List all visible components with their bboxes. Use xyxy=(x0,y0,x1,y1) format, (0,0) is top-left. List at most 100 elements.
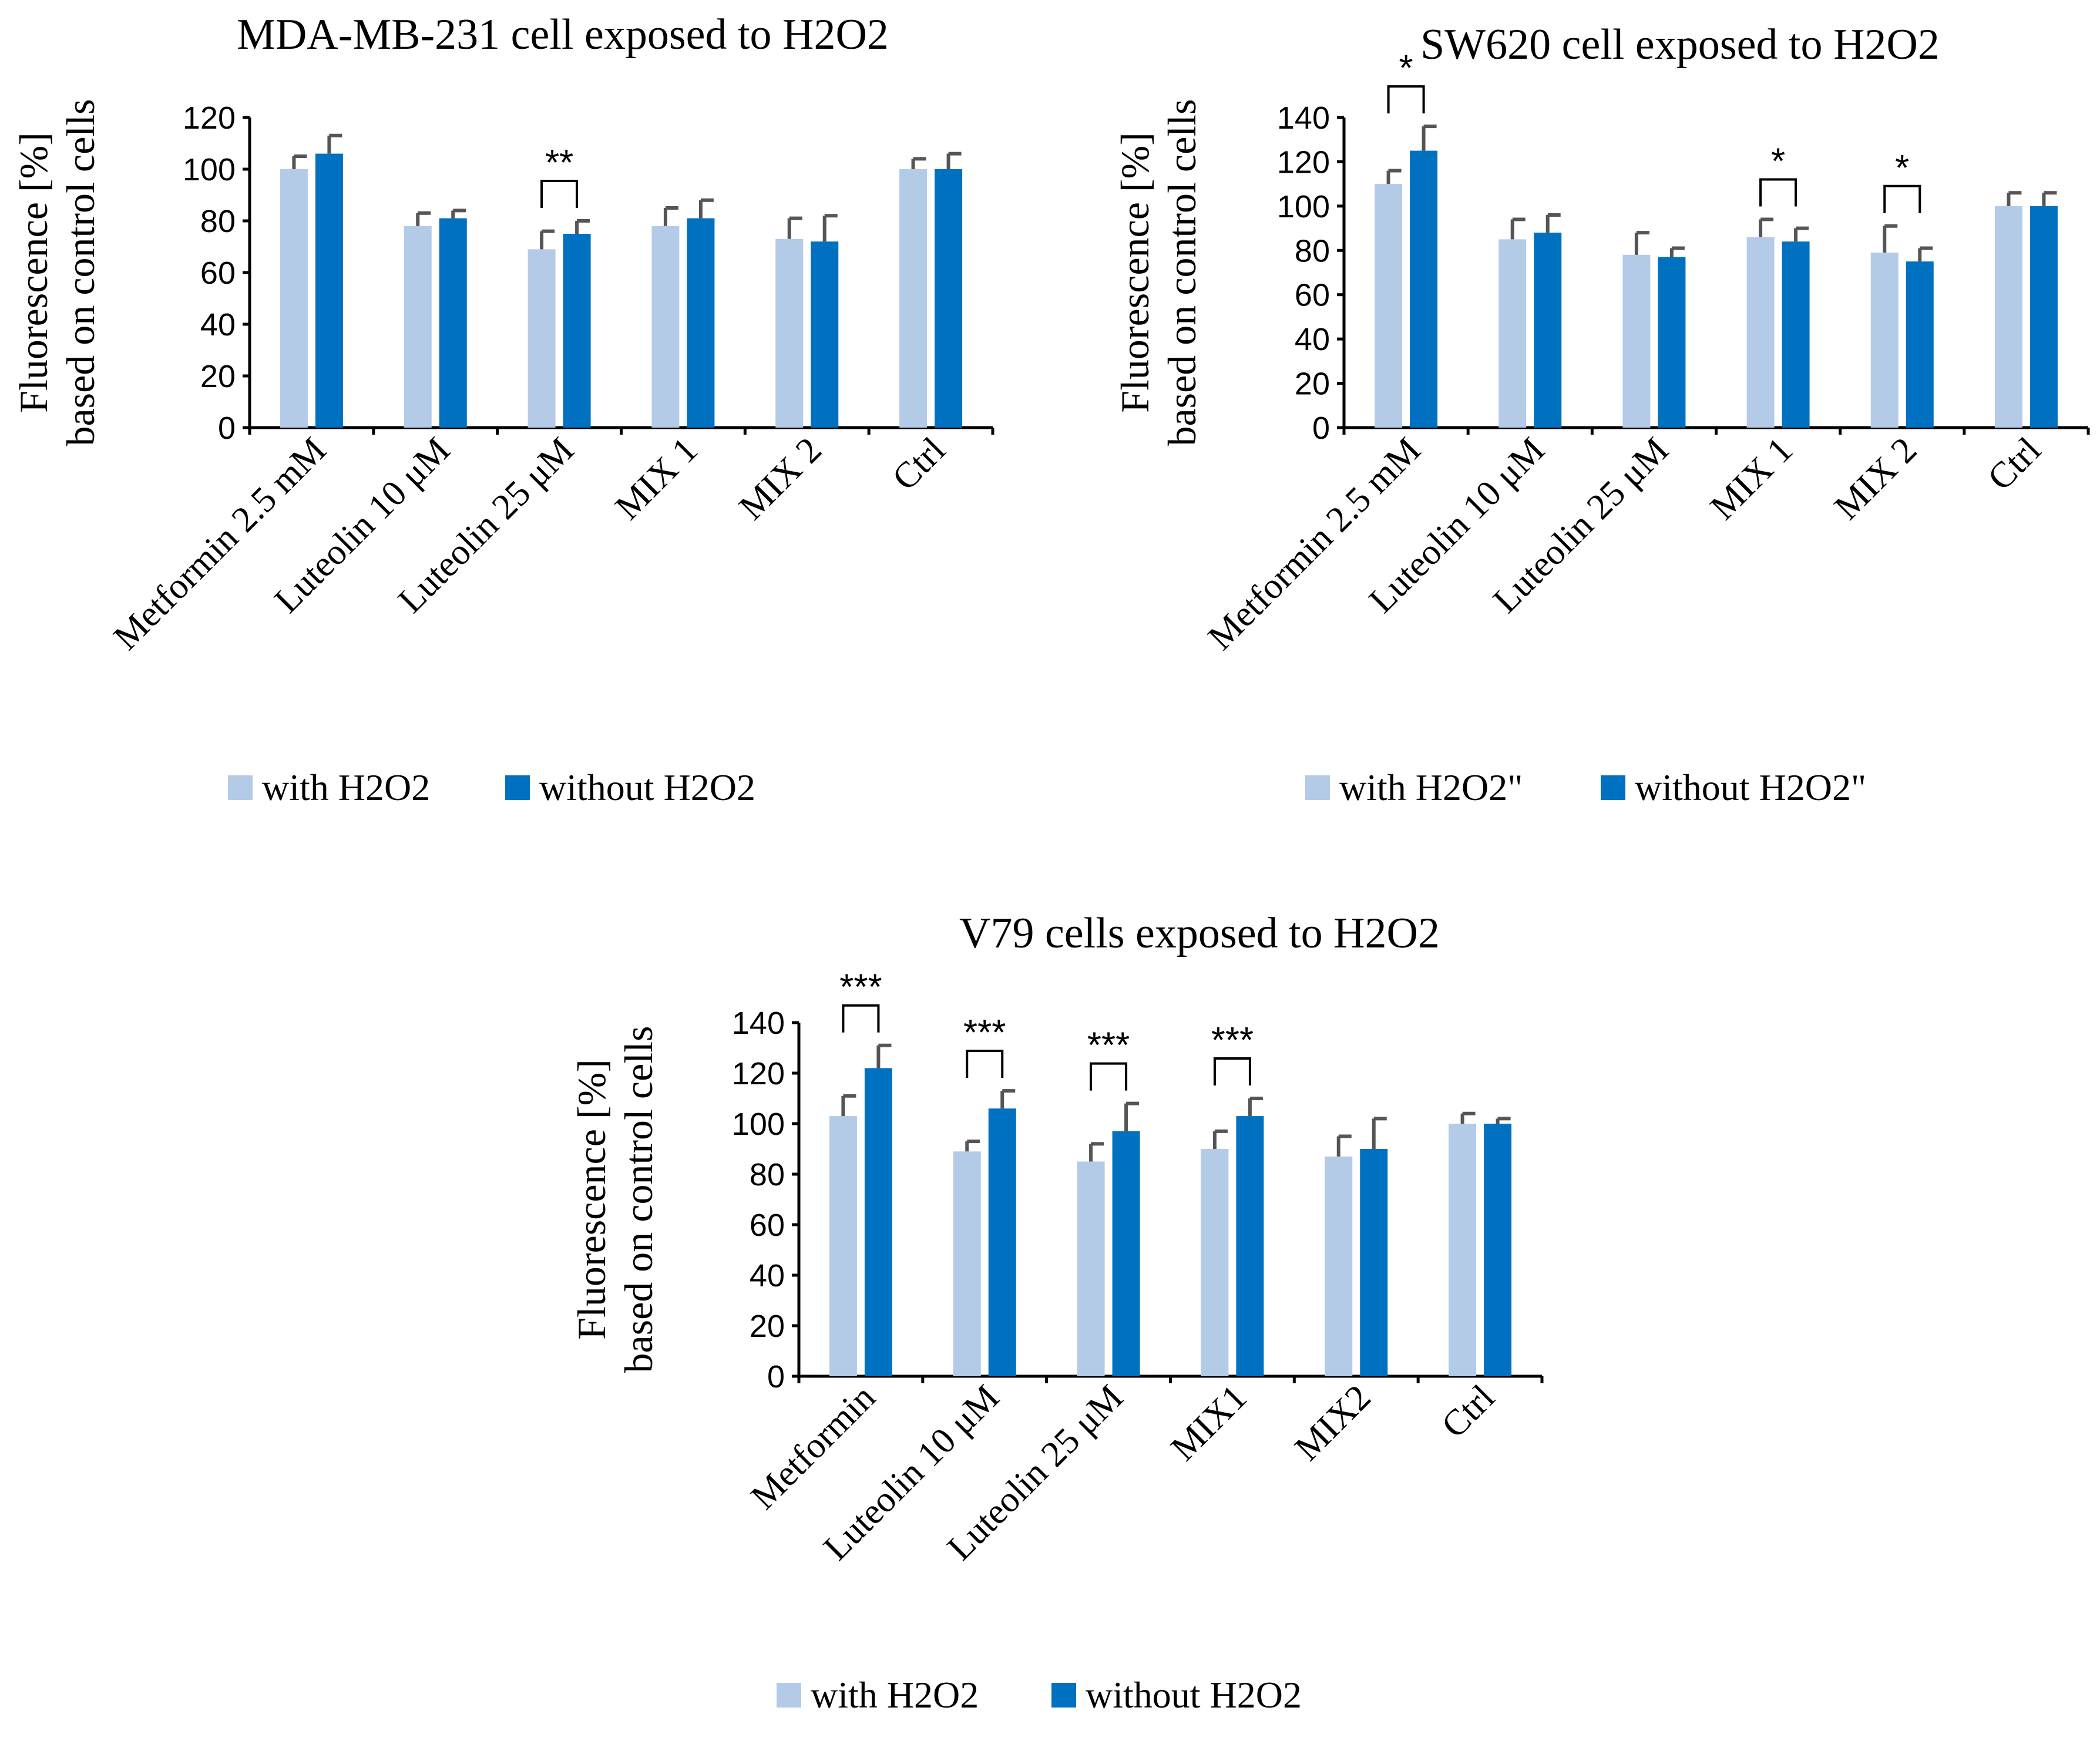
bar-without-h2o2-mix1 xyxy=(1236,1116,1264,1376)
bar-without-h2o2-metformin xyxy=(864,1068,892,1376)
bar-without-h2o2-mix2 xyxy=(1360,1149,1388,1376)
bar-with-h2o2-mix-1 xyxy=(1746,237,1775,428)
x-category-label: MIX 2 xyxy=(731,430,829,527)
y-tick-label: 120 xyxy=(732,1056,785,1091)
bar-with-h2o2-luteolin-10-m xyxy=(1498,239,1527,428)
significance-label: * xyxy=(1399,48,1413,89)
y-tick-label: 40 xyxy=(750,1258,785,1293)
legend-swatch-without-h2o2 xyxy=(1051,1683,1076,1708)
y-axis-label-line-2: based on control cells xyxy=(58,99,103,446)
legend-label: with H2O2 xyxy=(811,1674,979,1716)
bar-with-h2o2-mix1 xyxy=(1201,1149,1229,1376)
y-axis-label-line-1: Fluorescence [%] xyxy=(11,132,56,413)
y-tick-label: 80 xyxy=(200,204,236,239)
x-category-label: MIX 2 xyxy=(1827,430,1924,527)
y-tick-label: 80 xyxy=(750,1157,785,1192)
y-tick-label: 20 xyxy=(200,359,236,394)
x-category-label: Ctrl xyxy=(885,430,953,498)
chart-title: V79 cells exposed to H2O2 xyxy=(959,909,1440,957)
bar-with-h2o2-metformin-2-5-mm xyxy=(1375,184,1403,428)
bar-without-h2o2-mix-1 xyxy=(1782,241,1810,428)
significance-label: *** xyxy=(1211,1020,1254,1061)
x-category-label: MIX1 xyxy=(1164,1377,1255,1468)
y-tick-label: 140 xyxy=(1277,100,1330,136)
y-axis-label-line-1: Fluorescence [%] xyxy=(1113,132,1157,413)
y-tick-label: 60 xyxy=(750,1208,785,1243)
significance-label: *** xyxy=(963,1013,1006,1053)
y-axis-label-line-2: based on control cells xyxy=(1160,99,1204,446)
bar-without-h2o2-luteolin-10-m xyxy=(439,218,467,428)
bar-with-h2o2-mix-2 xyxy=(1870,253,1899,428)
x-category-label: MIX 1 xyxy=(608,430,705,527)
legend-label: without H2O2 xyxy=(539,767,755,808)
x-category-label: Metformin 2.5 mM xyxy=(106,430,334,658)
bar-with-h2o2-ctrl xyxy=(899,169,928,428)
significance-bracket xyxy=(842,1004,880,1033)
legend-label: with H2O2" xyxy=(1339,767,1523,808)
y-tick-label: 20 xyxy=(750,1309,785,1344)
y-tick-label: 40 xyxy=(1295,322,1330,357)
legend-label: with H2O2 xyxy=(262,767,430,808)
bar-with-h2o2-mix2 xyxy=(1325,1156,1353,1376)
bar-without-h2o2-luteolin-25-m xyxy=(563,234,591,428)
y-tick-label: 100 xyxy=(1277,189,1330,224)
x-category-label: MIX 1 xyxy=(1703,430,1800,527)
legend-swatch-with-h2o2 xyxy=(228,775,253,800)
bar-without-h2o2-luteolin-25-m xyxy=(1112,1131,1140,1376)
bar-with-h2o2-metformin-2-5-mm xyxy=(280,169,308,428)
bar-with-h2o2-luteolin-25-m xyxy=(1622,254,1651,428)
y-tick-label: 120 xyxy=(183,100,236,136)
y-tick-label: 120 xyxy=(1277,144,1330,180)
y-tick-label: 100 xyxy=(183,152,236,187)
x-category-label: MIX2 xyxy=(1287,1377,1378,1468)
y-tick-label: 20 xyxy=(1295,367,1330,402)
chart-sw620: SW620 cell exposed to H2O2 Fluorescence [… xyxy=(1113,21,2090,808)
chart-v79: V79 cells exposed to H2O2 Fluorescence [%… xyxy=(569,909,1544,1716)
legend-label: without H2O2 xyxy=(1086,1674,1302,1716)
bar-with-h2o2-luteolin-25-m xyxy=(1077,1161,1105,1376)
significance-bracket xyxy=(1759,178,1797,207)
bar-without-h2o2-mix-2 xyxy=(811,241,839,428)
chart-title: MDA-MB-231 cell exposed to H2O2 xyxy=(237,11,889,59)
bar-with-h2o2-luteolin-25-m xyxy=(527,249,556,428)
significance-bracket xyxy=(1387,85,1425,114)
significance-bracket xyxy=(540,180,579,208)
bar-without-h2o2-metformin-2-5-mm xyxy=(315,153,343,428)
y-tick-label: 140 xyxy=(732,1006,785,1041)
bar-without-h2o2-ctrl xyxy=(935,169,963,428)
significance-label: ** xyxy=(545,143,573,183)
y-tick-label: 100 xyxy=(732,1107,785,1142)
x-category-label: Metformin 2.5 mM xyxy=(1201,430,1429,658)
legend-swatch-without-h2o2 xyxy=(1601,775,1625,800)
bar-without-h2o2-luteolin-25-m xyxy=(1658,257,1686,428)
significance-label: *** xyxy=(1087,1026,1130,1066)
y-tick-label: 0 xyxy=(1312,411,1330,446)
bar-with-h2o2-luteolin-10-m xyxy=(953,1151,981,1376)
significance-label: * xyxy=(1895,148,1909,189)
significance-bracket xyxy=(1883,184,1921,213)
y-tick-label: 0 xyxy=(767,1359,785,1394)
bar-with-h2o2-luteolin-10-m xyxy=(404,226,432,428)
y-tick-label: 40 xyxy=(200,307,236,342)
y-axis-label-line-1: Fluorescence [%] xyxy=(569,1059,614,1340)
y-axis-label-line-2: based on control cells xyxy=(616,1026,661,1373)
bar-without-h2o2-metformin-2-5-mm xyxy=(1410,150,1438,428)
significance-bracket xyxy=(1090,1062,1128,1091)
bar-without-h2o2-mix-1 xyxy=(687,218,715,428)
y-tick-label: 60 xyxy=(200,256,236,291)
legend-label: without H2O2" xyxy=(1635,767,1866,808)
chart-mda-mb-231: MDA-MB-231 cell exposed to H2O2 Fluoresce… xyxy=(11,11,994,808)
bar-with-h2o2-mix-1 xyxy=(651,226,680,428)
bar-with-h2o2-ctrl xyxy=(1994,206,2022,428)
bar-without-h2o2-ctrl xyxy=(2030,206,2058,428)
significance-label: * xyxy=(1771,141,1785,182)
legend-swatch-with-h2o2 xyxy=(1305,775,1330,800)
bar-without-h2o2-luteolin-10-m xyxy=(988,1108,1016,1376)
bar-with-h2o2-metformin xyxy=(829,1116,857,1376)
y-tick-label: 60 xyxy=(1295,278,1330,313)
bar-without-h2o2-luteolin-10-m xyxy=(1534,233,1562,428)
legend-swatch-with-h2o2 xyxy=(777,1683,801,1708)
significance-label: *** xyxy=(839,967,882,1008)
chart-title: SW620 cell exposed to H2O2 xyxy=(1420,21,1940,69)
